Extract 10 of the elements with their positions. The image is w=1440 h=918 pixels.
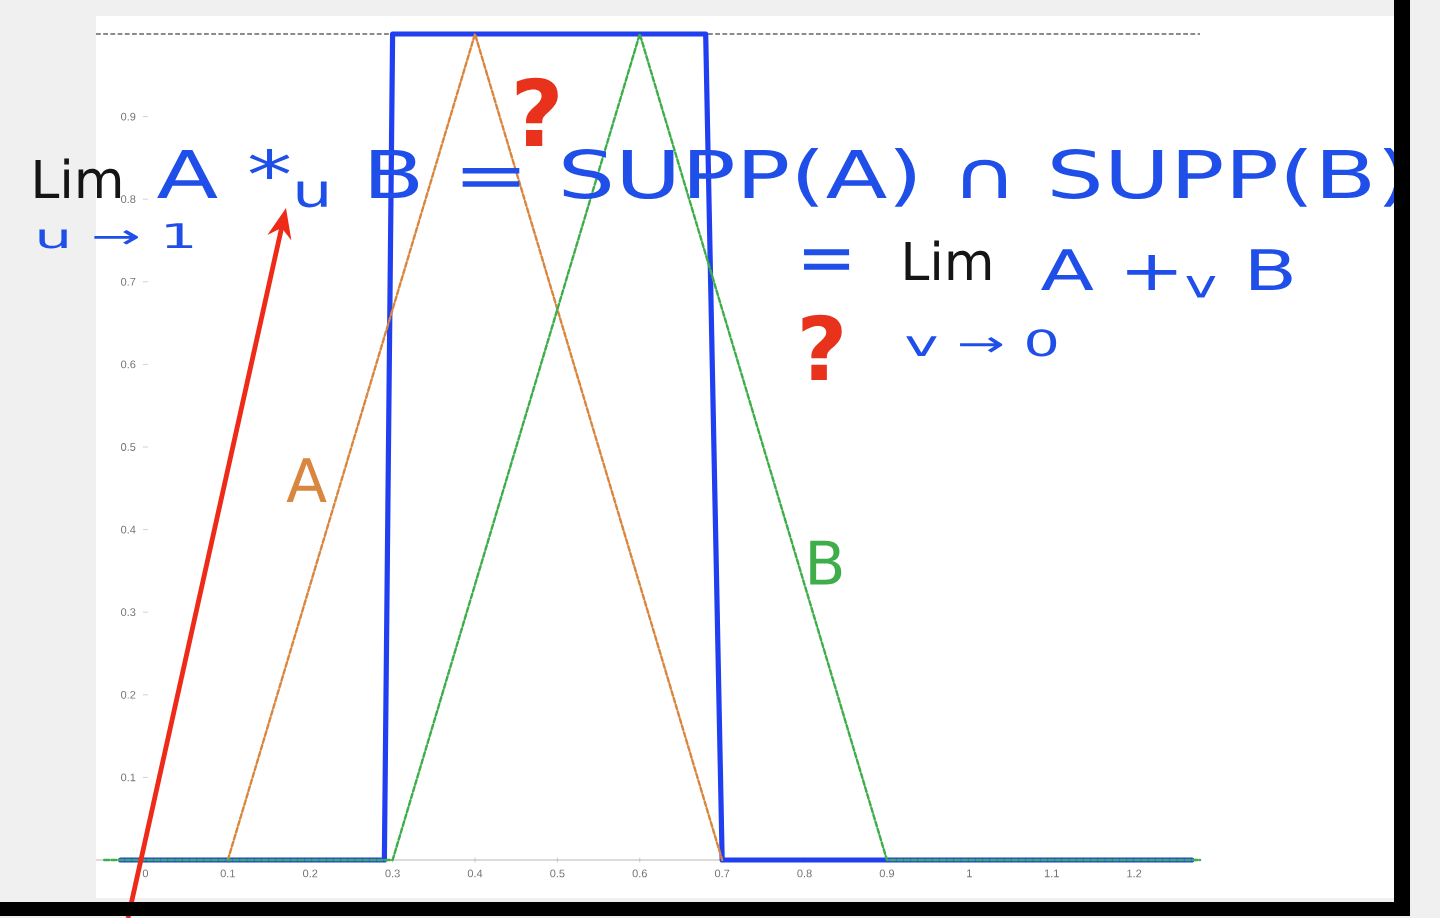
- series-label: B: [810, 540, 842, 585]
- annotation: ?: [516, 77, 558, 146]
- annotation: u → 1: [39, 223, 193, 249]
- annotation: Lim: [35, 158, 121, 198]
- annotation: A +$_{v}$ B: [1041, 249, 1292, 298]
- annotation: v → 0: [906, 329, 1057, 357]
- annotation: ?: [802, 314, 842, 380]
- series-label: A: [286, 458, 327, 502]
- annotation: =: [804, 249, 850, 270]
- annotation: Lim: [905, 240, 991, 280]
